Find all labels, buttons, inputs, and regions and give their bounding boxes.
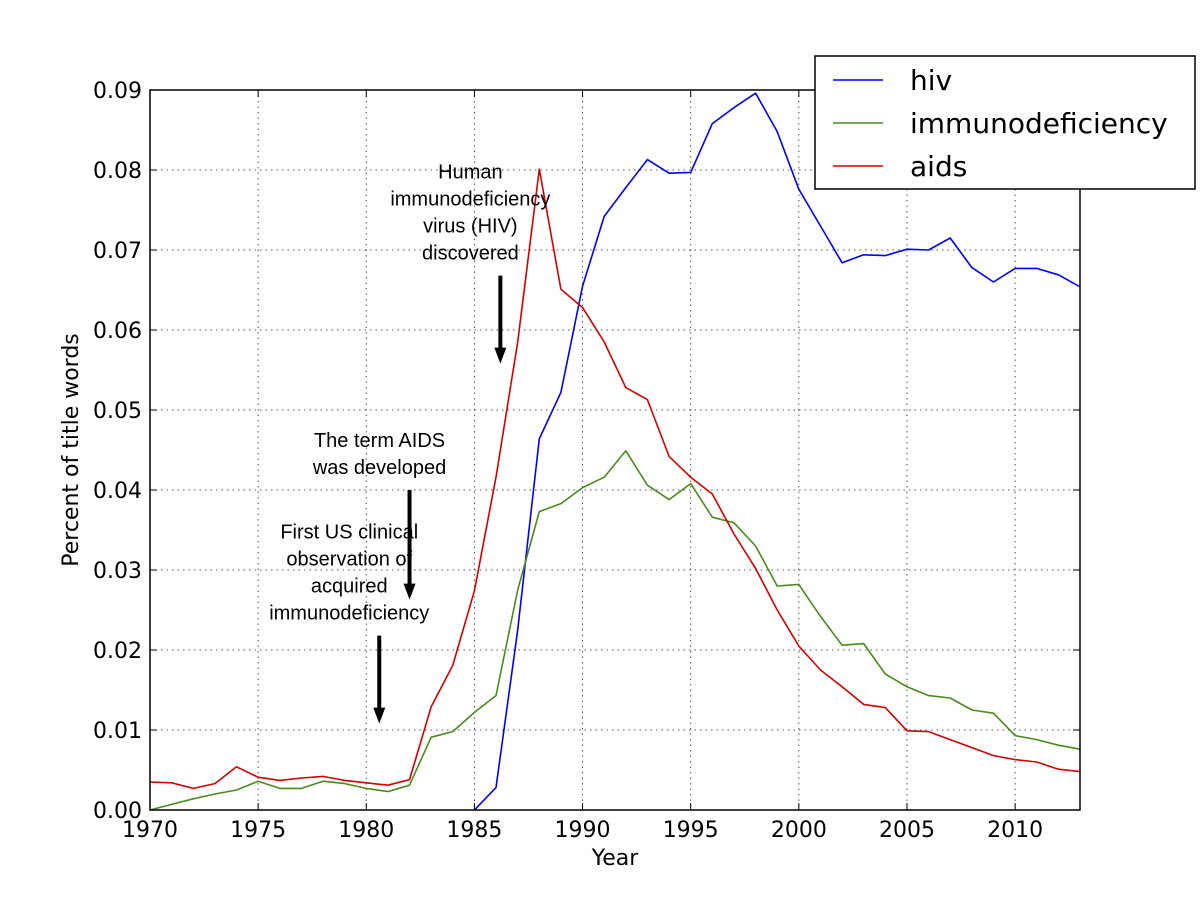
- x-tick-label: 1980: [338, 818, 394, 843]
- series-lines: [149, 92, 1081, 811]
- y-tick-label: 0.04: [93, 479, 142, 504]
- plot-frame: [149, 89, 1081, 811]
- x-tick-label: 1970: [122, 818, 178, 843]
- annotation-text: First US clinical: [280, 522, 418, 544]
- annotation-arrow-head: [403, 583, 416, 600]
- annotation-text: immunodeficiency: [269, 603, 429, 625]
- annotation-text: virus (HIV): [423, 216, 517, 238]
- x-tick-label: 2010: [987, 818, 1043, 843]
- x-tick-label: 2005: [879, 818, 935, 843]
- annotation-text: The term AIDS: [314, 430, 445, 452]
- x-tick-label: 1975: [230, 818, 286, 843]
- grid-lines: [150, 90, 1080, 810]
- y-tick-label: 0.00: [93, 799, 142, 824]
- x-tick-label: 2000: [771, 818, 827, 843]
- y-tick-label: 0.02: [93, 639, 142, 664]
- y-tick-label: 0.03: [93, 559, 142, 584]
- y-tick-label: 0.07: [93, 239, 142, 264]
- legend-label-aids: aids: [910, 150, 967, 183]
- series-line-hiv: [473, 92, 1081, 811]
- y-tick-label: 0.05: [93, 399, 142, 424]
- y-tick-label: 0.09: [93, 79, 142, 104]
- series-line-immunodeficiency: [149, 449, 1081, 811]
- y-tick-label: 0.06: [93, 319, 142, 344]
- legend-label-hiv: hiv: [910, 64, 952, 97]
- series-line-aids: [149, 168, 1081, 790]
- y-axis-label: Percent of title words: [59, 333, 84, 567]
- annotation-text: acquired: [311, 576, 388, 598]
- annotation-text: was developed: [312, 457, 446, 479]
- x-tick-label: 1995: [663, 818, 719, 843]
- legend-label-immunodeficiency: immunodeficiency: [910, 107, 1168, 140]
- annotation-text: observation of: [286, 549, 412, 571]
- annotations: Human immunodeficiency virus (HIV) discover…: [269, 162, 550, 724]
- axis-ticks: 1970 1975 1980 1985 1990 1995 2000 2005 2010 0.00…: [93, 79, 1080, 843]
- x-axis-label: Year: [591, 846, 640, 871]
- annotation-text: immunodeficiency: [390, 189, 550, 211]
- annotation-text: discovered: [422, 243, 519, 265]
- annotation-arrow-head: [373, 707, 386, 724]
- annotation-text: Human: [438, 162, 502, 184]
- x-tick-label: 1985: [446, 818, 502, 843]
- annotation-arrow-head: [494, 347, 507, 364]
- x-tick-label: 1990: [555, 818, 611, 843]
- y-tick-label: 0.08: [93, 159, 142, 184]
- y-tick-label: 0.01: [93, 719, 142, 744]
- legend: hiv immunodeficiency aids: [814, 55, 1196, 190]
